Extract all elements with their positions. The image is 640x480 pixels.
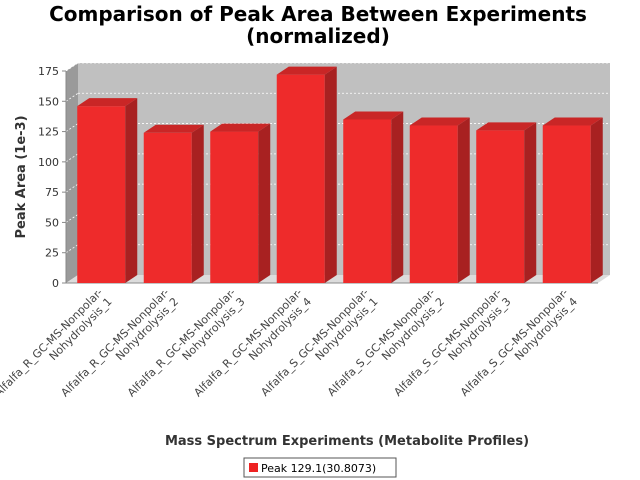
grid-line-side — [65, 123, 79, 132]
bar-top — [276, 66, 337, 75]
bar-side — [457, 117, 470, 283]
x-axis-labels: Alfalfa_R_GC-MS-Nonpolar-Nohydrolysis_1A… — [0, 286, 580, 399]
bar-top — [343, 111, 404, 120]
grid-line-side — [65, 244, 79, 254]
bar-side — [324, 66, 337, 284]
legend: Peak 129.1(30.8073) — [243, 457, 397, 478]
chart-title-line-1: Comparison of Peak Area Between Experime… — [49, 2, 587, 26]
y-axis-label: Peak Area (1e-3) — [14, 115, 29, 238]
legend-box — [243, 457, 397, 478]
bar-top — [210, 123, 271, 132]
y-tick-label: 100 — [38, 156, 59, 169]
bar-front — [343, 119, 392, 283]
bars — [77, 66, 603, 284]
bar-front — [143, 132, 192, 283]
grid-line-side — [65, 153, 79, 163]
y-tick-label: 25 — [45, 247, 59, 260]
bar-side — [125, 98, 138, 283]
grid-line-side — [65, 183, 79, 193]
plot-floor — [66, 275, 610, 283]
y-tick-label: 175 — [38, 65, 59, 78]
bar-top — [542, 117, 603, 126]
chart-title-line-2: (normalized) — [246, 24, 390, 48]
bar-front — [210, 131, 259, 283]
legend-label: Peak 129.1(30.8073) — [261, 462, 376, 475]
category-label-line-1: Alfalfa_R_GC-MS-Nonpolar- — [0, 286, 105, 399]
bar-side — [590, 117, 603, 283]
bar-side — [524, 122, 537, 283]
grid-line-side — [65, 214, 79, 223]
bar-front — [276, 74, 325, 284]
y-tick-label: 50 — [45, 216, 59, 229]
bar-side — [391, 111, 404, 283]
bar-side — [191, 124, 204, 283]
y-axis: 0 25 50 75 100 125 150 175 — [38, 65, 598, 290]
x-axis-label: Mass Spectrum Experiments (Metabolite Pr… — [165, 434, 529, 449]
legend-swatch — [249, 463, 258, 472]
grid-line-side — [65, 92, 79, 102]
y-tick-label: 150 — [38, 95, 59, 108]
bar-top — [476, 122, 537, 131]
y-tick-label: 75 — [45, 186, 59, 199]
bar-top — [143, 124, 204, 133]
plot-left-wall — [66, 63, 78, 283]
bar-top — [409, 117, 470, 126]
y-tick-label: 0 — [52, 277, 59, 290]
grid-line-side — [65, 62, 79, 72]
bar-top — [77, 98, 138, 107]
y-tick-label: 125 — [38, 126, 59, 139]
bar-side — [258, 123, 271, 283]
bar-front — [542, 125, 591, 283]
bar-front — [476, 130, 525, 283]
bar-front — [409, 125, 458, 283]
bar-front — [77, 106, 126, 283]
